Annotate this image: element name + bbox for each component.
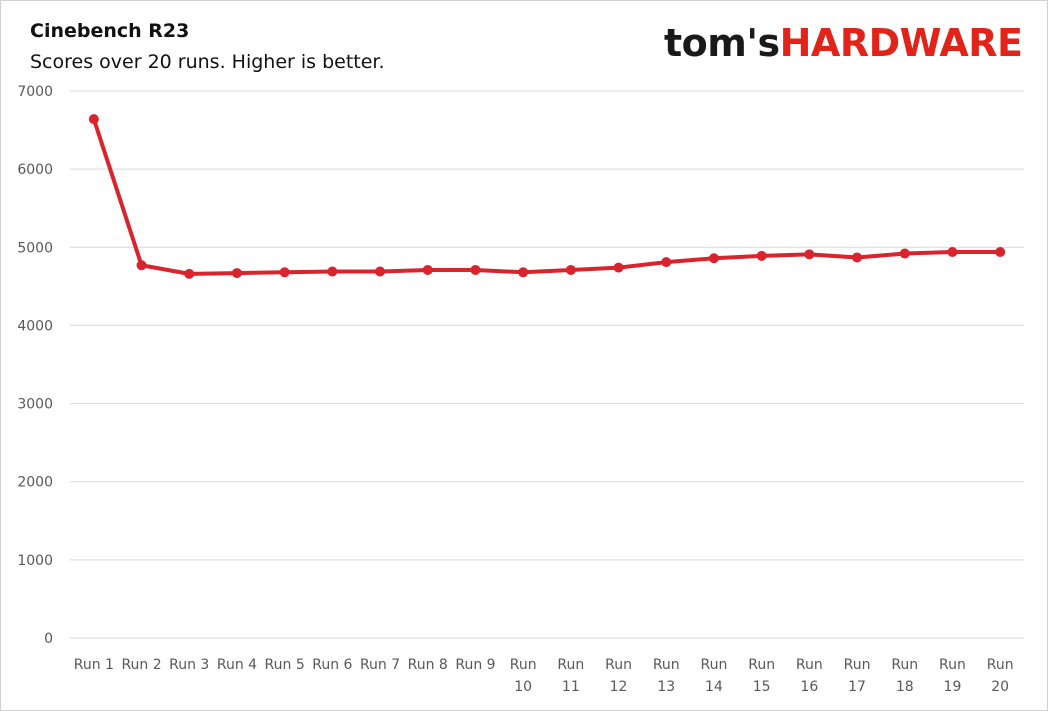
data-point xyxy=(184,268,195,279)
y-tick-label: 6000 xyxy=(17,162,53,178)
x-tick-label: Run 6 xyxy=(312,657,352,673)
y-tick-label: 0 xyxy=(44,631,53,647)
x-tick-label: Run xyxy=(891,657,918,673)
x-tick-label: 13 xyxy=(657,679,675,695)
y-tick-label: 4000 xyxy=(17,318,53,334)
y-tick-label: 1000 xyxy=(17,553,53,569)
x-tick-label: Run xyxy=(987,657,1014,673)
x-tick-label: Run 4 xyxy=(217,657,257,673)
y-tick-label: 5000 xyxy=(17,240,53,256)
x-tick-label: 10 xyxy=(514,679,532,695)
data-point xyxy=(947,246,958,257)
data-point xyxy=(756,250,767,261)
series-line xyxy=(91,117,1003,276)
data-point xyxy=(899,248,910,259)
x-tick-label: 11 xyxy=(562,679,580,695)
x-tick-label: Run 7 xyxy=(360,657,400,673)
chart-subtitle: Scores over 20 runs. Higher is better. xyxy=(30,51,385,73)
x-tick-label: Run xyxy=(605,657,632,673)
x-tick-label: 20 xyxy=(991,679,1009,695)
x-tick-label: Run 5 xyxy=(265,657,305,673)
data-point xyxy=(422,264,433,275)
data-point xyxy=(88,114,99,125)
x-tick-label: Run xyxy=(939,657,966,673)
data-point xyxy=(804,249,815,260)
data-point xyxy=(279,267,290,278)
data-point xyxy=(470,264,481,275)
x-tick-label: Run xyxy=(557,657,584,673)
data-point xyxy=(708,253,719,264)
x-tick-label: 15 xyxy=(753,679,771,695)
x-tick-label: Run 3 xyxy=(169,657,209,673)
data-point xyxy=(327,266,338,277)
data-point xyxy=(231,268,242,279)
x-tick-label: 12 xyxy=(610,679,628,695)
data-point xyxy=(136,260,147,271)
x-tick-label: Run xyxy=(510,657,537,673)
x-tick-label: Run 1 xyxy=(74,657,114,673)
x-tick-label: 18 xyxy=(896,679,914,695)
logo-hardware-text: HARDWARE xyxy=(779,21,1023,65)
logo-toms-text: tom's xyxy=(664,21,780,65)
data-point xyxy=(518,267,529,278)
y-tick-label: 2000 xyxy=(17,475,53,491)
x-tick-label: Run 8 xyxy=(408,657,448,673)
x-tick-label: 19 xyxy=(944,679,962,695)
x-tick-label: Run xyxy=(844,657,871,673)
y-tick-label: 3000 xyxy=(17,397,53,413)
x-tick-label: Run xyxy=(748,657,775,673)
x-tick-label: Run xyxy=(796,657,823,673)
toms-hardware-logo: tom'sHARDWARE xyxy=(664,18,1023,68)
x-tick-label: Run 9 xyxy=(455,657,495,673)
y-tick-label: 7000 xyxy=(17,84,53,100)
x-tick-label: 14 xyxy=(705,679,723,695)
x-tick-label: Run xyxy=(653,657,680,673)
chart-title: Cinebench R23 xyxy=(30,20,190,42)
data-point xyxy=(565,264,576,275)
data-point xyxy=(995,246,1006,257)
data-point xyxy=(661,257,672,268)
x-tick-label: 17 xyxy=(848,679,866,695)
data-point xyxy=(375,266,386,277)
x-tick-label: Run 2 xyxy=(121,657,161,673)
x-tick-label: 16 xyxy=(800,679,818,695)
x-tick-label: Run xyxy=(701,657,728,673)
data-point xyxy=(613,262,624,273)
data-point xyxy=(852,252,863,263)
